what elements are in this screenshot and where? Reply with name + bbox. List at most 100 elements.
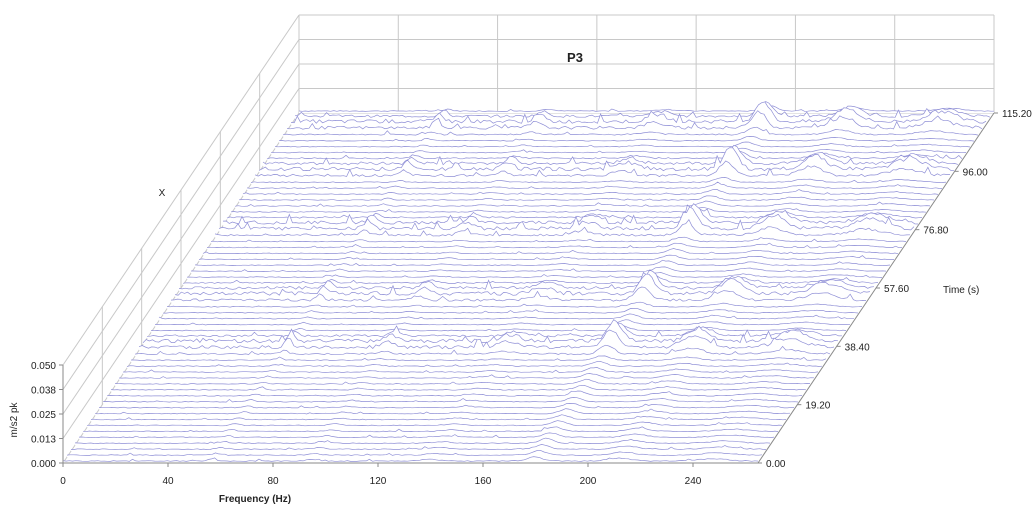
spectrum-trace <box>294 101 991 118</box>
trace-mask <box>103 397 798 404</box>
spectrum-trace <box>90 414 787 421</box>
spectrum-trace <box>258 147 955 172</box>
x-tick-label: 0 <box>60 476 66 487</box>
spectrum-trace <box>138 329 835 350</box>
y-tick-label: 0.013 <box>31 435 56 446</box>
x-tick-label: 240 <box>685 476 702 487</box>
spectrum-trace <box>86 420 783 427</box>
spectrum-trace <box>262 144 959 166</box>
trace-mask <box>275 142 970 149</box>
spectrum-traces <box>62 101 994 463</box>
spectrum-trace <box>206 242 903 249</box>
trace-mask <box>163 308 858 315</box>
trace-mask <box>171 287 866 303</box>
trace-mask <box>211 237 906 244</box>
trace-mask <box>71 444 766 452</box>
spectrum-trace <box>242 188 939 195</box>
spectrum-trace <box>266 150 963 160</box>
spectrum-trace <box>154 319 851 326</box>
trace-mask <box>287 110 982 131</box>
spectrum-trace <box>290 101 987 124</box>
z-axis-label: Time (s) <box>943 285 979 296</box>
z-tick-label: 115.20 <box>1002 109 1032 120</box>
trace-mask <box>143 319 838 345</box>
trace-mask <box>95 408 790 416</box>
trace-mask <box>255 161 950 179</box>
spectrum-trace <box>270 147 967 154</box>
trace-mask <box>203 248 898 256</box>
y-tick-label: 0.050 <box>31 361 56 372</box>
spectrum-trace <box>118 373 815 379</box>
x-tick-labels: 0 40 80 120 160 200 240 <box>60 463 702 487</box>
spectrum-trace <box>150 325 847 332</box>
trace-mask <box>295 101 990 119</box>
spectrum-trace <box>131 355 827 361</box>
spectrum-trace <box>78 432 775 439</box>
x-tick-label: 80 <box>267 476 279 487</box>
y-tick-labels: 0.000 0.013 0.025 0.038 0.050 <box>31 361 63 470</box>
trace-mask <box>259 147 954 173</box>
trace-mask <box>247 182 942 191</box>
spectrum-trace <box>222 203 919 225</box>
spectrum-trace <box>94 408 791 415</box>
trace-mask <box>187 272 882 280</box>
spectrum-trace <box>62 456 759 462</box>
spectrum-trace <box>170 286 867 302</box>
trace-mask <box>251 177 946 185</box>
x-tick-label: 200 <box>580 476 597 487</box>
spectrum-trace <box>218 206 915 231</box>
spectrum-trace <box>254 160 951 178</box>
spectrum-trace <box>298 105 994 112</box>
trace-mask <box>119 373 814 380</box>
z-tick-label: 57.60 <box>884 284 909 295</box>
trace-mask <box>199 255 894 262</box>
spectrum-trace <box>234 200 931 207</box>
z-tick-labels: 0.00 19.20 38.40 57.60 76.80 96.00 115.20 <box>758 109 1032 470</box>
spectrum-trace <box>110 384 807 391</box>
trace-mask <box>231 207 926 214</box>
spectrum-trace <box>158 313 854 320</box>
spectrum-trace <box>166 301 863 308</box>
trace-mask <box>191 266 886 274</box>
trace-mask <box>239 195 934 202</box>
trace-mask <box>271 148 966 155</box>
trace-mask <box>91 414 786 422</box>
spectrum-trace <box>102 397 799 403</box>
trace-mask <box>83 426 778 434</box>
trace-mask <box>111 385 806 392</box>
z-tick-label: 96.00 <box>963 167 988 178</box>
trace-mask <box>235 201 930 208</box>
trace-mask <box>63 456 758 463</box>
x-tick-label: 40 <box>162 476 174 487</box>
y-tick-label: 0.038 <box>31 386 56 397</box>
x-tick-label: 160 <box>475 476 492 487</box>
spectrum-trace <box>202 248 899 255</box>
spectrum-trace <box>282 126 979 136</box>
trace-mask <box>99 403 794 410</box>
trace-mask <box>67 450 762 458</box>
trace-mask <box>115 379 810 386</box>
spectrum-trace <box>238 195 935 201</box>
trace-mask <box>107 391 802 398</box>
z-tick-label: 0.00 <box>766 459 786 470</box>
trace-mask <box>155 319 850 327</box>
spectrum-trace <box>106 390 803 397</box>
trace-mask <box>159 313 854 321</box>
trace-mask <box>279 136 974 143</box>
spectrum-trace <box>123 367 819 373</box>
spectrum-trace <box>126 360 823 367</box>
spectrum-trace <box>114 378 811 385</box>
spectrum-trace <box>66 449 763 456</box>
z-tick-label: 19.20 <box>805 401 830 412</box>
trace-mask <box>79 432 774 440</box>
spectrum-trace <box>134 344 831 355</box>
spectrum-trace <box>71 444 767 450</box>
spectrum-trace <box>214 218 911 237</box>
trace-mask <box>127 361 822 369</box>
spectrum-trace <box>286 110 983 130</box>
trace-mask <box>219 206 914 232</box>
chart-title: P3 <box>567 50 583 65</box>
spectrum-trace <box>210 236 907 243</box>
trace-mask <box>299 105 994 113</box>
